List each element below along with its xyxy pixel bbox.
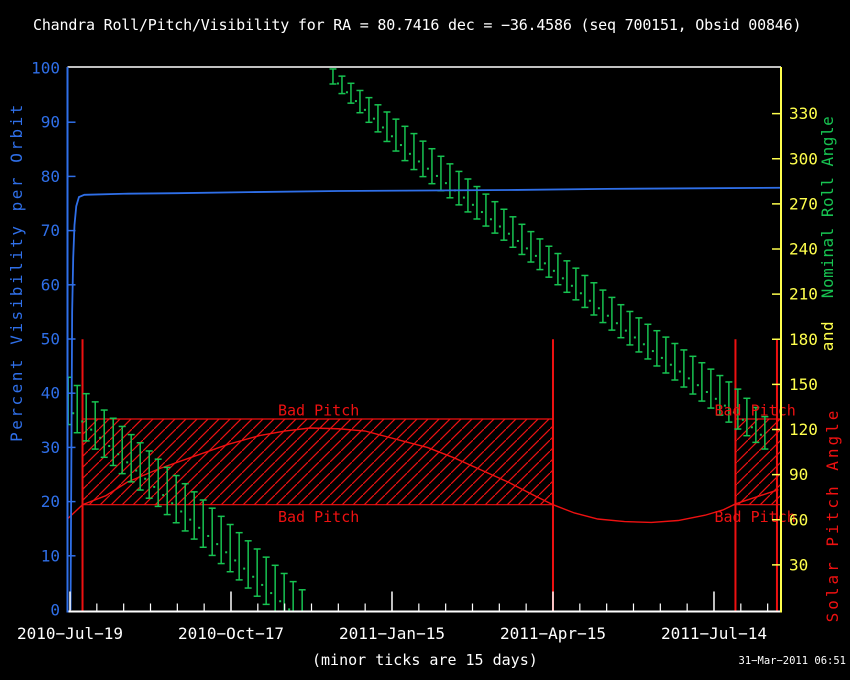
bad-pitch-label: Bad Pitch — [278, 508, 359, 526]
left-axis-tick-label: 90 — [41, 113, 60, 132]
left-axis-tick-label: 0 — [50, 601, 60, 620]
left-axis-tick-label: 40 — [41, 384, 60, 403]
right-axis-tick-label: 90 — [789, 465, 808, 484]
x-axis-date-label: 2011−Jan−15 — [339, 624, 445, 643]
visibility-curve — [69, 186, 781, 611]
right-axis-tick-label: 30 — [789, 555, 808, 574]
right-axis-title-pitch: Solar Pitch Angle — [823, 408, 842, 623]
left-axis-tick-label: 10 — [41, 546, 60, 565]
right-axis-tick-label: 270 — [789, 194, 818, 213]
bad-pitch-label: Bad Pitch — [714, 508, 795, 526]
bad-pitch-region — [735, 418, 781, 505]
x-axis-date-label: 2010−Jul−19 — [17, 624, 123, 643]
left-axis-tick-label: 60 — [41, 275, 60, 294]
right-axis-tick-label: 300 — [789, 149, 818, 168]
right-axis-tick-label: 210 — [789, 285, 818, 304]
left-axis-tick-label: 30 — [41, 438, 60, 457]
right-axis-title-roll: Nominal Roll Angle — [818, 116, 837, 298]
right-axis-tick-label: 240 — [789, 240, 818, 259]
right-axis-tick-label: 180 — [789, 330, 818, 349]
plot-title: Chandra Roll/Pitch/Visibility for RA = 8… — [33, 16, 802, 34]
x-axis-date-label: 2010−Oct−17 — [178, 624, 284, 643]
right-axis-tick-label: 120 — [789, 420, 818, 439]
minor-ticks-note: (minor ticks are 15 days) — [312, 651, 538, 669]
bad-pitch-label: Bad Pitch — [714, 401, 795, 419]
left-axis-title: Percent Visibility per Orbit — [7, 102, 26, 442]
left-axis-tick-label: 20 — [41, 492, 60, 511]
right-axis-tick-label: 330 — [789, 104, 818, 123]
roll-band-lower — [67, 376, 306, 612]
right-axis-tick-label: 60 — [789, 510, 808, 529]
bad-pitch-region — [82, 418, 553, 505]
left-axis-tick-label: 50 — [41, 330, 60, 349]
x-axis-date-label: 2011−Jul−14 — [661, 624, 767, 643]
bad-pitch-label: Bad Pitch — [278, 401, 359, 419]
roll-band-upper — [329, 68, 769, 450]
left-axis-tick-label: 70 — [41, 221, 60, 240]
right-axis-tick-label: 150 — [789, 375, 818, 394]
right-axis-title-and: and — [818, 321, 837, 351]
x-axis-date-label: 2011−Apr−15 — [500, 624, 606, 643]
left-axis-tick-label: 80 — [41, 167, 60, 186]
left-axis-tick-label: 100 — [31, 59, 60, 78]
generated-timestamp: 31−Mar−2011 06:51 — [738, 655, 846, 667]
solar-pitch-curve — [67, 427, 779, 524]
